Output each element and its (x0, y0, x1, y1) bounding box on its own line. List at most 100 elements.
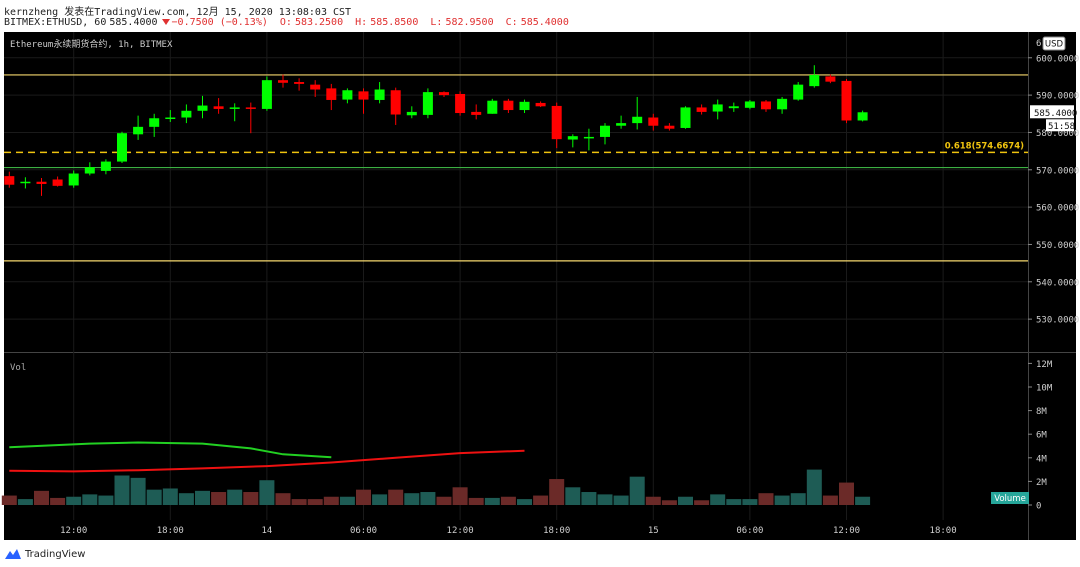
volume-bar[interactable] (130, 477, 146, 505)
volume-bar[interactable] (581, 492, 597, 505)
candle-body[interactable] (422, 92, 433, 115)
candle-body[interactable] (680, 107, 691, 128)
candle-body[interactable] (358, 91, 369, 100)
volume-bar[interactable] (227, 489, 243, 505)
candle-body[interactable] (535, 102, 546, 107)
price-pane[interactable] (4, 32, 1028, 352)
candle-body[interactable] (632, 116, 643, 124)
candle-body[interactable] (36, 181, 47, 184)
candle-body[interactable] (455, 93, 466, 114)
volume-bar[interactable] (356, 489, 371, 505)
candle-body[interactable] (809, 74, 820, 87)
volume-bar[interactable] (565, 487, 581, 505)
volume-bar[interactable] (50, 497, 66, 505)
volume-bar[interactable] (146, 489, 162, 505)
candle-body[interactable] (841, 80, 852, 121)
candle-body[interactable] (294, 82, 305, 84)
volume-bar[interactable] (291, 499, 307, 505)
candle-body[interactable] (326, 88, 337, 100)
currency-label[interactable]: USD (1045, 40, 1064, 50)
volume-bar[interactable] (790, 493, 806, 505)
volume-bar[interactable] (17, 499, 33, 505)
candle-body[interactable] (4, 176, 15, 185)
candle-body[interactable] (471, 111, 482, 115)
volume-bar[interactable] (404, 493, 420, 505)
candle-body[interactable] (503, 100, 514, 111)
candle-body[interactable] (68, 173, 79, 186)
candle-body[interactable] (149, 118, 160, 127)
time-axis[interactable] (4, 520, 1028, 540)
candle-body[interactable] (100, 161, 111, 171)
candle-body[interactable] (567, 136, 578, 140)
candle-body[interactable] (133, 126, 144, 135)
volume-bar[interactable] (307, 499, 323, 505)
candle-body[interactable] (229, 107, 240, 109)
volume-bar[interactable] (162, 488, 178, 505)
volume-bar[interactable] (436, 496, 452, 505)
volume-bar[interactable] (82, 494, 98, 505)
candle-body[interactable] (342, 90, 353, 100)
candle-body[interactable] (600, 125, 610, 137)
candle-body[interactable] (583, 136, 594, 139)
volume-bar[interactable] (710, 494, 726, 505)
volume-bar[interactable] (661, 500, 677, 505)
volume-bar[interactable] (839, 482, 854, 505)
volume-bar[interactable] (855, 496, 871, 505)
volume-bar[interactable] (694, 500, 710, 505)
volume-bar[interactable] (517, 499, 532, 505)
candle-body[interactable] (712, 104, 723, 112)
candle-body[interactable] (117, 133, 127, 162)
volume-bar[interactable] (259, 480, 275, 505)
volume-bar[interactable] (452, 487, 468, 505)
volume-bar[interactable] (388, 489, 404, 505)
volume-bar[interactable] (726, 499, 742, 505)
candle-body[interactable] (664, 125, 675, 129)
volume-bar[interactable] (758, 493, 774, 505)
candle-body[interactable] (487, 100, 498, 114)
volume-bar[interactable] (645, 496, 661, 505)
volume-bar[interactable] (34, 490, 49, 505)
candle-body[interactable] (519, 101, 530, 111)
volume-bar[interactable] (629, 476, 645, 505)
candle-body[interactable] (374, 89, 385, 100)
candle-body[interactable] (793, 84, 804, 100)
volume-bar[interactable] (114, 475, 130, 506)
volume-bar[interactable] (678, 496, 693, 505)
candle-body[interactable] (439, 92, 449, 96)
currency-button[interactable] (1042, 36, 1066, 51)
volume-bar[interactable] (774, 495, 790, 505)
candle-body[interactable] (165, 117, 176, 120)
tradingview-logo[interactable]: TradingView (4, 546, 85, 562)
candle-body[interactable] (696, 107, 707, 112)
candle-body[interactable] (777, 98, 788, 110)
volume-bar[interactable] (533, 495, 549, 505)
volume-bar[interactable] (613, 495, 629, 505)
volume-bar[interactable] (211, 492, 227, 505)
candle-body[interactable] (20, 181, 31, 184)
candle-body[interactable] (728, 106, 739, 109)
candle-body[interactable] (648, 117, 659, 126)
volume-bar[interactable] (468, 497, 484, 505)
volume-bar[interactable] (1, 495, 17, 505)
volume-bar[interactable] (323, 496, 339, 505)
volume-bar[interactable] (66, 496, 82, 505)
volume-bar[interactable] (742, 499, 758, 505)
candle-body[interactable] (84, 167, 95, 174)
candle-body[interactable] (857, 112, 868, 121)
candle-body[interactable] (52, 179, 63, 186)
candle-body[interactable] (761, 101, 771, 110)
volume-bar[interactable] (484, 497, 500, 505)
volume-bar[interactable] (98, 495, 114, 505)
volume-bar[interactable] (822, 495, 838, 505)
volume-bar[interactable] (195, 490, 210, 505)
candle-body[interactable] (744, 101, 755, 108)
candle-body[interactable] (551, 105, 562, 140)
candle-body[interactable] (278, 80, 288, 83)
volume-bar[interactable] (243, 492, 259, 505)
volume-bar[interactable] (500, 496, 516, 505)
volume-bar[interactable] (339, 496, 355, 505)
candle-body[interactable] (406, 111, 417, 116)
candle-body[interactable] (213, 106, 224, 109)
candle-body[interactable] (261, 80, 272, 109)
